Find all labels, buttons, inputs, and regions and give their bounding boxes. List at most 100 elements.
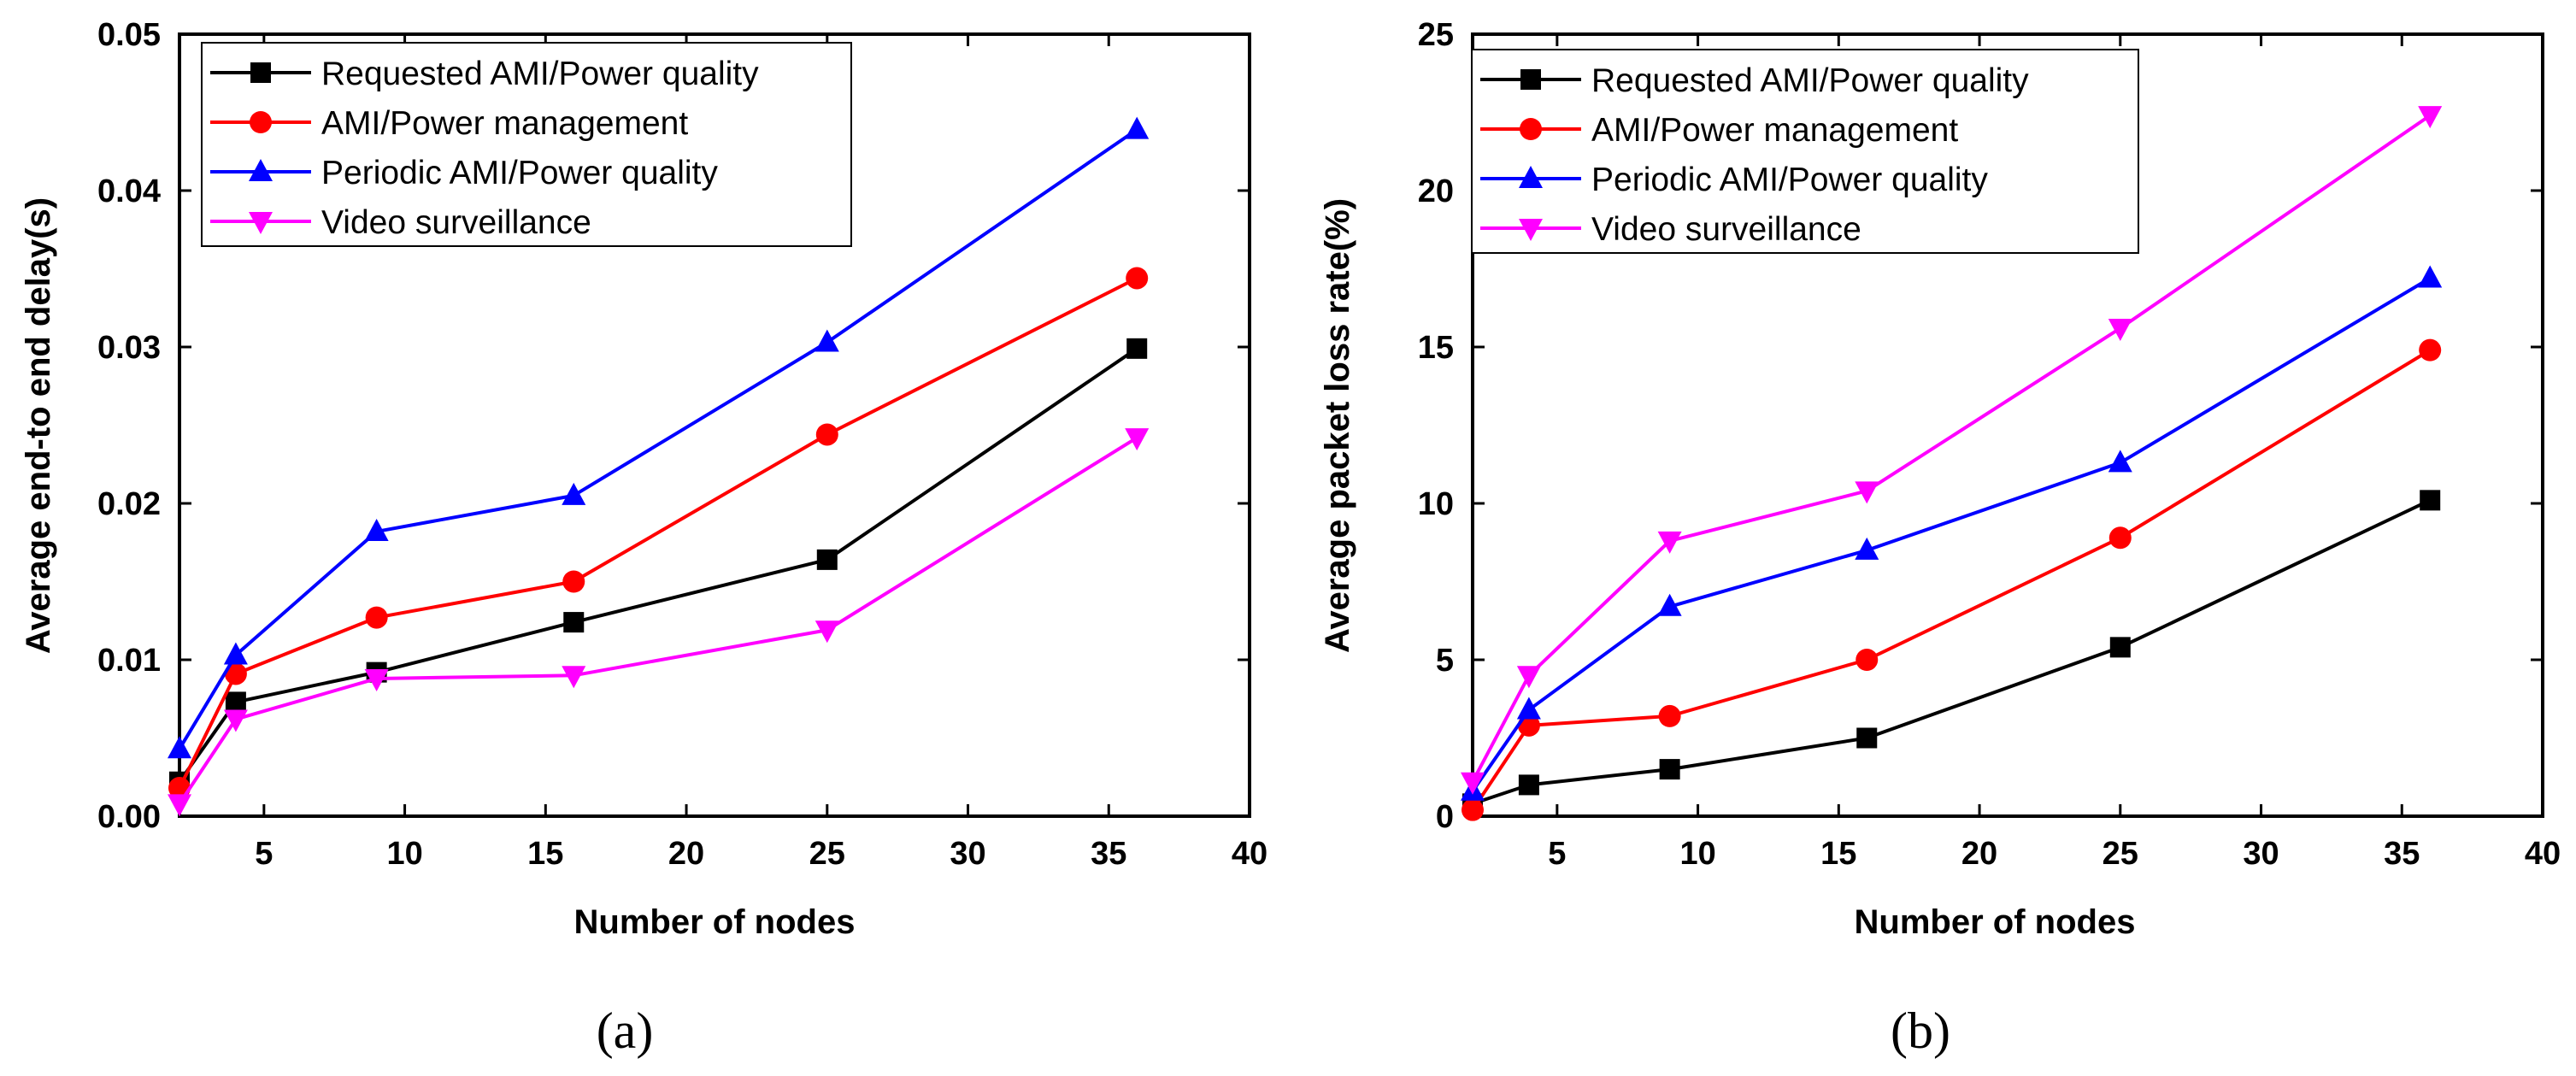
x-tick-label: 35 [2384,836,2420,872]
legend-label: Video surveillance [321,204,591,241]
series-video-surveillance [168,428,1150,817]
series-line-periodic-ami-power-quality [178,127,1138,750]
legend-marker [1519,166,1543,188]
data-point-ami-power-management [1126,267,1149,290]
data-point-video-surveillance [562,666,586,689]
series-ami-power-management [168,267,1149,800]
data-point-periodic-ami-power-quality [1657,593,1682,616]
plot-frame [178,32,1251,818]
data-point-requested-ami-power-quality [816,549,838,570]
y-tick-label: 0 [1436,799,1454,835]
data-point-periodic-ami-power-quality [364,518,389,541]
data-point-periodic-ami-power-quality [1855,537,1879,560]
legend-label: Video surveillance [1591,211,1861,248]
legend-marker [249,159,273,181]
legend: Requested AMI/Power quality AMI/Power man… [201,42,852,247]
data-point-ami-power-management [2108,526,2132,550]
y-tick-label: 25 [1418,17,1454,53]
data-point-ami-power-management [224,662,247,685]
legend-label: Periodic AMI/Power quality [321,155,718,191]
data-point-video-surveillance [1516,666,1541,689]
panel-caption: (b) [1891,1003,1950,1059]
legend-label: Requested AMI/Power quality [321,56,759,92]
legend-marker [249,212,273,234]
data-point-video-surveillance [2418,106,2443,129]
legend-label: Requested AMI/Power quality [1591,62,2029,99]
legend-label: AMI/Power management [321,105,688,142]
x-axis-label: Number of nodes [574,903,856,941]
legend-marker [250,111,272,133]
legend-item-requested-ami-power-quality: Requested AMI/Power quality [210,56,759,92]
data-point-video-surveillance [223,709,248,732]
legend-item-requested-ami-power-quality: Requested AMI/Power quality [1480,62,2029,99]
legend-item-periodic-ami-power-quality: Periodic AMI/Power quality [1480,162,1988,198]
legend-item-ami-power-management: AMI/Power management [210,105,688,142]
series-line-requested-ami-power-quality [178,347,1138,783]
x-tick-label: 40 [2525,836,2561,872]
data-point-periodic-ami-power-quality [2108,450,2132,473]
data-point-periodic-ami-power-quality [1516,697,1541,720]
y-tick-label: 5 [1436,643,1454,679]
y-tick-label: 0.01 [97,643,161,679]
x-tick-label: 40 [1232,836,1267,872]
series-line-requested-ami-power-quality [1472,498,2432,806]
y-axis-label: Average packet loss rate(%) [1319,198,1356,653]
x-tick-label: 25 [809,836,845,872]
data-point-periodic-ami-power-quality [168,736,191,759]
legend-marker [1519,219,1543,241]
chart-panel-b: 5 10 15 20 25 30 35 40 0 5 10 15 20 25 Number of nodes… [1319,17,2561,1059]
x-tick-label: 20 [1961,836,1997,872]
data-point-ami-power-management [1658,704,1681,727]
legend-box [201,42,852,247]
data-point-video-surveillance [364,668,389,691]
series-requested-ami-power-quality [169,338,1148,792]
data-point-ami-power-management [365,606,388,629]
series-line-ami-power-management [1471,348,2432,811]
x-tick-label: 5 [255,836,273,872]
data-point-video-surveillance [815,620,839,644]
x-tick-label: 20 [668,836,704,872]
data-point-video-surveillance [1125,428,1150,451]
series-line-periodic-ami-power-quality [1471,276,2432,792]
y-tick-label: 0.05 [97,17,161,53]
data-point-video-surveillance [2108,319,2132,342]
data-point-ami-power-management [562,570,585,593]
legend-item-video-surveillance: Video surveillance [210,204,591,241]
y-tick-label: 15 [1418,330,1454,366]
y-tick-label: 0.03 [97,330,161,366]
legend-label: Periodic AMI/Power quality [1591,162,1988,198]
data-point-periodic-ami-power-quality [2418,265,2443,288]
x-tick-label: 15 [527,836,563,872]
y-tick-label: 20 [1418,173,1454,209]
y-tick-label: 10 [1418,486,1454,522]
data-point-periodic-ami-power-quality [223,642,248,665]
series-line-video-surveillance [178,436,1138,805]
series-periodic-ami-power-quality [168,116,1150,759]
series-line-video-surveillance [1471,114,2432,783]
plot-frame [1471,32,2544,818]
data-point-video-surveillance [1657,531,1682,554]
data-point-requested-ami-power-quality [1659,759,1680,780]
data-point-ami-power-management [1461,798,1484,821]
data-point-video-surveillance [1461,772,1485,795]
data-point-requested-ami-power-quality [1126,338,1148,359]
legend-item-periodic-ami-power-quality: Periodic AMI/Power quality [210,155,718,191]
y-axis-label: Average end-to end delay(s) [20,197,57,654]
series-line-ami-power-management [178,276,1138,789]
x-tick-label: 35 [1091,836,1126,872]
legend-marker [250,62,271,83]
x-tick-label: 30 [2243,836,2279,872]
y-tick-label: 0.02 [97,486,161,522]
series-periodic-ami-power-quality [1461,265,2443,801]
data-point-periodic-ami-power-quality [562,482,586,505]
series-ami-power-management [1461,338,2442,821]
x-axis-label: Number of nodes [1855,903,2136,941]
series-video-surveillance [1461,106,2443,795]
x-tick-label: 5 [1548,836,1566,872]
data-point-periodic-ami-power-quality [815,329,839,352]
x-tick-label: 10 [386,836,422,872]
chart-panel-a: 5 10 15 20 25 30 35 40 0.00 0.01 0.02 0.03 0.04 0.05 N… [20,17,1267,1059]
data-point-periodic-ami-power-quality [1125,116,1150,139]
data-point-requested-ami-power-quality [2420,490,2441,511]
